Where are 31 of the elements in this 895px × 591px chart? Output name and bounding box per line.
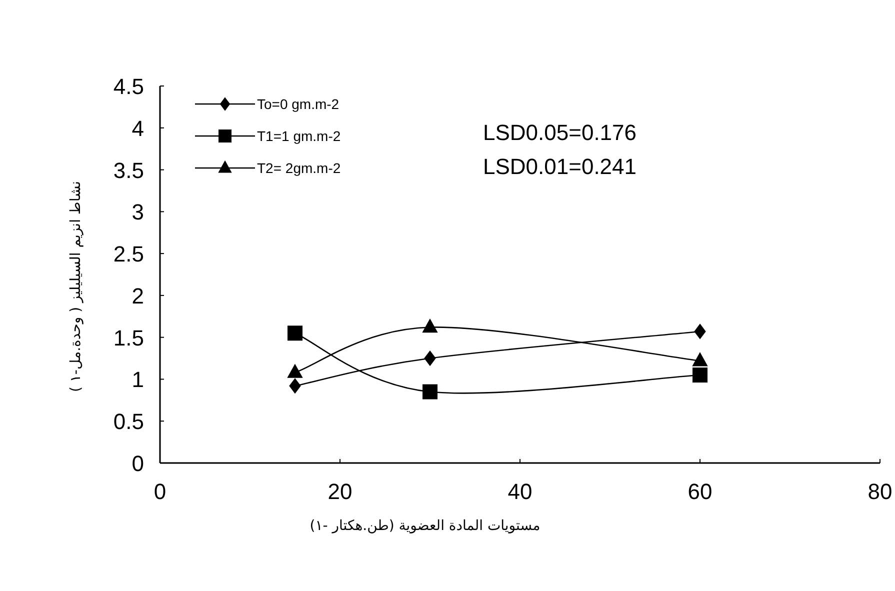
point bbox=[288, 326, 302, 341]
y-tick-label: 0 bbox=[132, 451, 144, 476]
x-tick-label: 40 bbox=[508, 479, 532, 504]
y-tick-label: 1 bbox=[132, 367, 144, 392]
point bbox=[422, 384, 438, 400]
x-tick-label: 80 bbox=[868, 479, 892, 504]
x-tick-label: 60 bbox=[688, 479, 712, 504]
point bbox=[289, 378, 301, 394]
x-tick-label: 20 bbox=[328, 479, 352, 504]
point bbox=[692, 352, 708, 366]
y-tick-label: 4.5 bbox=[113, 74, 144, 99]
y-tick-label: 4 bbox=[132, 116, 144, 141]
y-tick-label: 1.5 bbox=[113, 325, 144, 350]
y-axis-title: نشاط انزيم السيليليز ( وحدة.مل-١ ) bbox=[68, 180, 84, 392]
x-tick-label: 0 bbox=[154, 479, 166, 504]
y-tick-label: 2 bbox=[132, 283, 144, 308]
point bbox=[422, 319, 438, 333]
legend-label: T2= 2gm.m-2 bbox=[257, 160, 341, 176]
y-tick-label: 2.5 bbox=[113, 242, 144, 267]
annotation: LSD0.01=0.241 bbox=[483, 154, 637, 179]
point bbox=[694, 324, 706, 339]
point bbox=[692, 368, 708, 383]
legend-label: To=0 gm.m-2 bbox=[257, 96, 340, 112]
point bbox=[424, 350, 436, 366]
y-tick-label: 3.5 bbox=[113, 158, 144, 183]
y-tick-label: 0.5 bbox=[113, 409, 144, 434]
y-tick-label: 3 bbox=[132, 200, 144, 225]
annotation: LSD0.05=0.176 bbox=[483, 120, 637, 145]
legend-label: T1=1 gm.m-2 bbox=[257, 128, 341, 144]
point bbox=[288, 364, 302, 378]
x-axis-title: مستويات المادة العضوية (طن.هكتار -١) bbox=[310, 518, 540, 534]
